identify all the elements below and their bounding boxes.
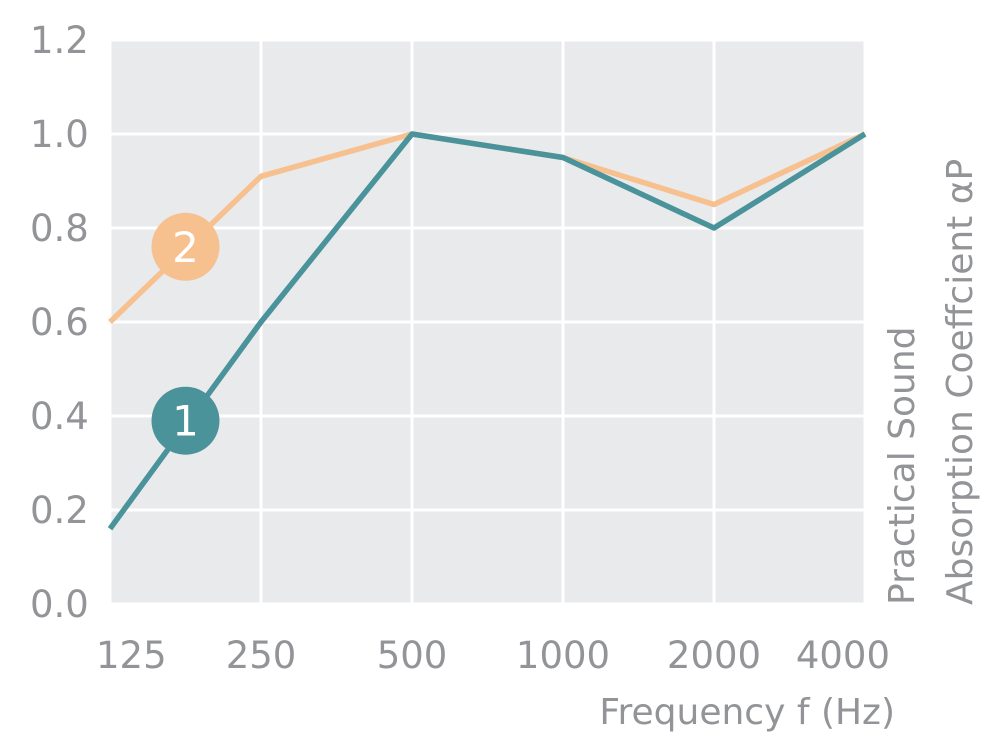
y-axis-title-line-2: Absorption Coeffcient αP xyxy=(940,159,981,605)
series-marker-2 xyxy=(151,212,220,281)
x-tick-label: 250 xyxy=(226,634,297,677)
series-marker-label-2: 2 xyxy=(172,223,199,272)
y-axis-title-2: Absorption Coeffcient αP xyxy=(940,159,981,605)
series-markers: 21 xyxy=(151,212,220,455)
x-tick-label: 1000 xyxy=(516,634,610,677)
y-tick-label: 0.0 xyxy=(30,583,89,626)
y-tick-label: 0.8 xyxy=(30,207,89,250)
x-tick-label: 500 xyxy=(377,634,448,677)
series-lines xyxy=(107,131,867,531)
y-tick-label: 1.2 xyxy=(30,19,89,62)
y-tick-label: 0.2 xyxy=(30,489,89,532)
grid-lines xyxy=(108,38,867,606)
y-tick-label: 0.4 xyxy=(30,395,89,438)
x-tick-labels: 125 250 500 1000 2000 4000 xyxy=(96,634,890,677)
series-line-1 xyxy=(107,131,867,531)
series-marker-label-1: 1 xyxy=(172,397,199,446)
y-axis-title-line-1: Practical Sound xyxy=(882,326,923,605)
x-axis-title: Frequency f (Hz) xyxy=(599,692,895,733)
series-marker-1 xyxy=(151,386,220,455)
y-axis-title: Practical Sound xyxy=(882,326,923,605)
x-tick-label: 4000 xyxy=(796,634,890,677)
y-tick-labels: 0.0 0.2 0.4 0.6 0.8 1.0 1.2 xyxy=(30,19,89,626)
y-tick-label: 0.6 xyxy=(30,301,89,344)
y-tick-label: 1.0 xyxy=(30,113,89,156)
x-tick-label: 125 xyxy=(96,634,167,677)
x-tick-label: 2000 xyxy=(667,634,761,677)
